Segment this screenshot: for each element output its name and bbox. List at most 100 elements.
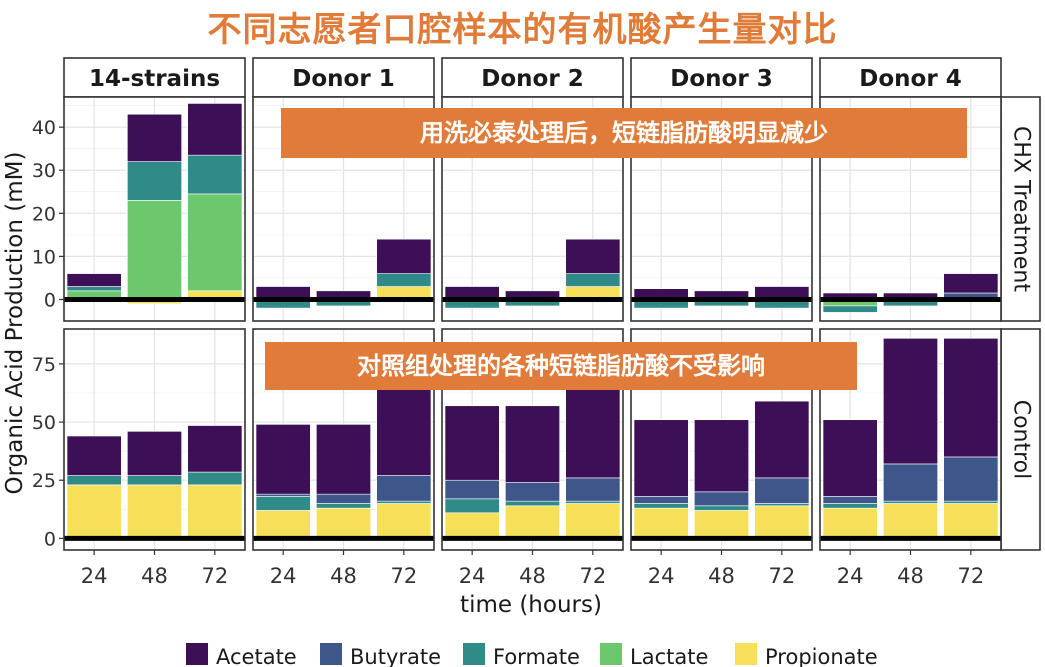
- x-tick-label: 24: [81, 564, 108, 588]
- bar-segment-formate-chx-treatment-donor-2-48: [505, 301, 560, 307]
- panel-border: [63, 96, 246, 322]
- y-tick-label: 25: [32, 470, 56, 492]
- y-tick-label: 40: [32, 117, 56, 139]
- bar-segment-butyrate-control-donor-3-48: [694, 491, 749, 507]
- bar-segment-acetate-chx-treatment-14-strains-72: [187, 103, 243, 156]
- row-label-control: Control: [1009, 400, 1034, 480]
- legend-swatch-acetate: [186, 643, 208, 665]
- legend-label-propionate: Propionate: [765, 645, 878, 667]
- y-tick-label: 0: [44, 289, 56, 311]
- x-tick-label: 24: [837, 564, 864, 588]
- bar-segment-butyrate-control-donor-1-48: [316, 493, 371, 504]
- x-tick-label: 48: [141, 564, 168, 588]
- bar-segment-propionate-control-donor-4-24: [822, 507, 878, 539]
- bar-segment-formate-chx-treatment-donor-3-24: [633, 301, 689, 309]
- bar-segment-formate-chx-treatment-donor-2-24: [444, 301, 500, 309]
- x-tick-label: 48: [897, 564, 924, 588]
- bar-segment-formate-control-donor-4-72: [943, 500, 999, 504]
- bar-segment-propionate-control-donor-2-72: [565, 503, 621, 539]
- bar-segment-formate-chx-treatment-donor-4-24: [822, 305, 878, 313]
- bar-segment-formate-chx-treatment-donor-4-48: [883, 301, 938, 307]
- bar-segment-acetate-chx-treatment-donor-4-72: [943, 273, 999, 294]
- annotation-banner-top: 用洗必泰处理后，短链脂肪酸明显减少: [281, 108, 967, 158]
- y-tick-label: 10: [32, 246, 56, 268]
- bar-segment-formate-chx-treatment-14-strains-48: [127, 161, 182, 201]
- legend-label-formate: Formate: [493, 645, 580, 667]
- bar-segment-formate-control-donor-2-24: [444, 498, 500, 514]
- bar-segment-formate-control-14-strains-24: [66, 475, 122, 486]
- panel-border: [252, 96, 435, 322]
- x-tick-label: 48: [519, 564, 546, 588]
- x-tick-label: 24: [270, 564, 297, 588]
- bar-segment-formate-control-donor-3-48: [694, 505, 749, 511]
- bar-segment-formate-chx-treatment-donor-1-72: [376, 273, 432, 287]
- bar-segment-propionate-control-14-strains-48: [127, 484, 182, 539]
- bar-segment-acetate-control-donor-4-24: [822, 419, 878, 497]
- y-tick-label: 50: [32, 412, 56, 434]
- bar-segment-formate-control-donor-2-72: [565, 500, 621, 504]
- x-axis-title: time (hours): [460, 592, 602, 618]
- x-tick-label: 72: [768, 564, 795, 588]
- bar-segment-acetate-control-14-strains-48: [127, 431, 182, 476]
- x-tick-label: 24: [648, 564, 675, 588]
- bar-segment-butyrate-control-donor-1-72: [376, 475, 432, 502]
- x-tick-label: 48: [708, 564, 735, 588]
- bar-segment-formate-chx-treatment-donor-1-48: [316, 301, 371, 307]
- bar-segment-formate-control-14-strains-72: [187, 471, 243, 486]
- row-label-chx-treatment: CHX Treatment: [1009, 126, 1034, 292]
- legend-swatch-formate: [463, 643, 485, 665]
- bar-segment-propionate-control-donor-1-48: [316, 507, 371, 539]
- bar-segment-butyrate-control-donor-2-48: [505, 482, 560, 502]
- legend-swatch-butyrate: [320, 643, 342, 665]
- bar-segment-lactate-chx-treatment-14-strains-48: [127, 200, 182, 300]
- bar-segment-propionate-control-donor-3-48: [694, 510, 749, 539]
- x-tick-label: 72: [579, 564, 606, 588]
- x-tick-label: 72: [390, 564, 417, 588]
- panel-border: [630, 96, 813, 322]
- bar-segment-propionate-control-donor-3-72: [754, 505, 810, 539]
- bar-segment-butyrate-control-donor-2-72: [565, 477, 621, 502]
- bar-segment-acetate-control-14-strains-72: [187, 425, 243, 473]
- legend-swatch-propionate: [735, 643, 757, 665]
- facet-label-donor-2: Donor 2: [481, 66, 583, 92]
- bar-segment-acetate-control-donor-3-72: [754, 400, 810, 479]
- bar-segment-propionate-control-donor-4-72: [943, 503, 999, 539]
- legend-label-acetate: Acetate: [216, 645, 297, 667]
- bar-segment-acetate-control-donor-1-72: [376, 382, 432, 476]
- bar-segment-formate-chx-treatment-donor-1-24: [255, 301, 311, 309]
- bar-segment-propionate-control-donor-1-24: [255, 510, 311, 539]
- bar-segment-propionate-control-14-strains-72: [187, 484, 243, 539]
- bar-segment-acetate-control-donor-2-72: [565, 384, 621, 479]
- bar-segment-formate-control-14-strains-48: [127, 475, 182, 486]
- bar-segment-acetate-control-donor-1-24: [255, 424, 311, 495]
- bar-segment-formate-chx-treatment-donor-2-72: [565, 273, 621, 287]
- bar-segment-formate-control-donor-1-72: [376, 500, 432, 504]
- x-tick-label: 48: [330, 564, 357, 588]
- bar-segment-butyrate-control-donor-4-72: [943, 456, 999, 502]
- legend-label-butyrate: Butyrate: [350, 645, 441, 667]
- bar-segment-acetate-control-14-strains-24: [66, 435, 122, 476]
- bar-segment-formate-control-donor-2-48: [505, 500, 560, 507]
- bar-segment-lactate-chx-treatment-14-strains-72: [187, 193, 243, 292]
- bar-segment-acetate-chx-treatment-14-strains-24: [66, 273, 122, 287]
- bar-segment-formate-control-donor-4-48: [883, 500, 938, 504]
- bar-segment-formate-chx-treatment-donor-3-72: [754, 301, 810, 309]
- x-tick-label: 72: [957, 564, 984, 588]
- bar-segment-formate-control-donor-4-24: [822, 503, 878, 509]
- bar-segment-acetate-control-donor-4-72: [943, 338, 999, 458]
- bar-segment-acetate-chx-treatment-donor-1-72: [376, 238, 432, 274]
- bar-segment-formate-chx-treatment-14-strains-24: [66, 286, 122, 292]
- bar-segment-acetate-control-donor-2-48: [505, 405, 560, 483]
- bar-segment-butyrate-control-donor-4-48: [883, 463, 938, 502]
- x-tick-label: 72: [201, 564, 228, 588]
- annotation-banner-bottom: 对照组处理的各种短链脂肪酸不受影响: [265, 342, 857, 390]
- bar-segment-formate-control-donor-3-24: [633, 503, 689, 509]
- bar-segment-formate-control-donor-3-72: [754, 503, 810, 507]
- bar-segment-acetate-control-donor-3-48: [694, 419, 749, 493]
- panel-border: [819, 96, 1002, 322]
- bar-segment-acetate-control-donor-4-48: [883, 338, 938, 465]
- bar-segment-formate-chx-treatment-donor-3-48: [694, 301, 749, 307]
- bar-segment-propionate-control-donor-4-48: [883, 503, 938, 539]
- y-tick-label: 0: [44, 528, 56, 550]
